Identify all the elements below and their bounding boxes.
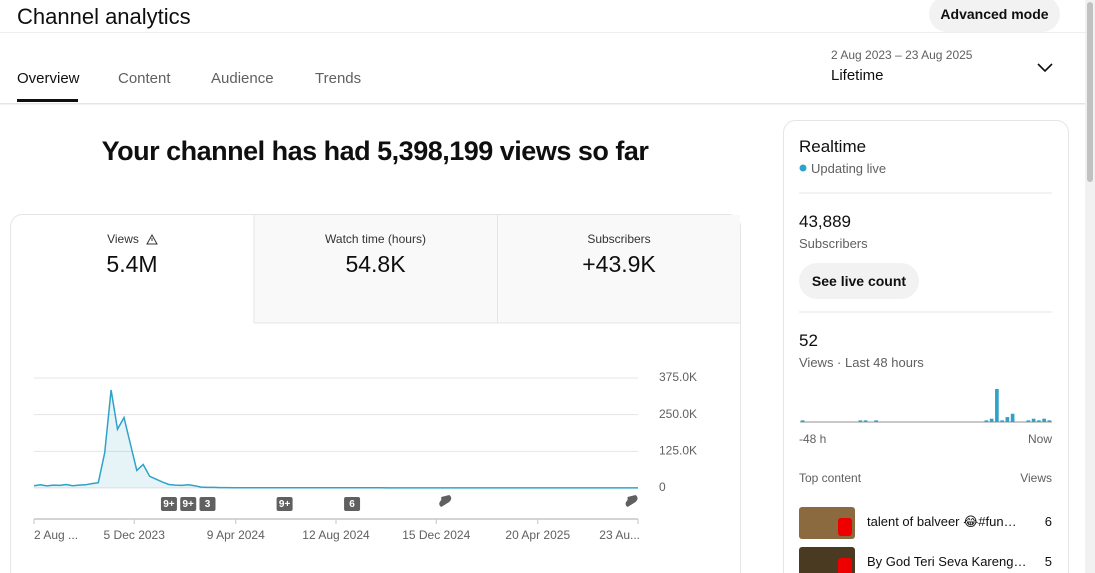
scrollbar [1085,0,1095,573]
annotation-marker [276,497,293,511]
shorts-badge [838,518,852,536]
realtime-card [783,120,1069,573]
annotation-marker [344,497,361,511]
divider [0,103,1085,105]
tab[interactable]: Content [118,70,171,87]
annotation-label: 9+ [183,499,195,510]
annotation-label: 3 [205,499,211,510]
y-tick-label: 375.0K [659,370,697,384]
bar [858,420,863,422]
annotation-label: 9+ [279,499,291,510]
warning-icon [146,233,158,245]
divider [0,32,1085,33]
tab[interactable]: Audience [211,70,274,87]
x-tick-label: 23 Au... [599,528,640,542]
bar [1010,413,1015,422]
bar [1042,418,1046,422]
x-start-label: -48 h [799,432,826,446]
content-title[interactable]: talent of balveer 😂#fun… [867,514,1017,529]
date-range: 2 Aug 2023 – 23 Aug 2025 [831,48,973,62]
shorts-marker [439,495,452,507]
views-count: 52 [799,331,818,350]
headline: Your channel has had 5,398,199 views so … [101,136,649,166]
shorts-badge [838,558,852,573]
bar [984,420,989,422]
bar [1037,420,1041,422]
subscriber-count: 43,889 [799,212,851,231]
bar [1031,418,1036,422]
bar [863,420,868,422]
bar [1005,417,1010,422]
live-count-button[interactable]: See live count [799,263,919,299]
date-period[interactable]: Lifetime [831,67,884,84]
annotation-label: 6 [349,499,355,510]
y-tick-label: 250.0K [659,407,697,421]
annotation-marker [160,497,177,511]
tab[interactable]: Overview [17,70,80,87]
metric[interactable]: Watch time (hours) 54.8K [254,232,497,278]
bar [1026,420,1031,422]
bar [1000,420,1004,422]
views-header: Views [1020,471,1052,485]
advanced-mode-button[interactable]: Advanced mode [929,0,1060,32]
views-label: Views · Last 48 hours [799,355,924,370]
metric[interactable]: Views 5.4M [10,232,254,278]
metric-value: +43.9K [582,251,656,277]
scrollbar-thumb[interactable] [1087,2,1093,182]
dropdown-arrow[interactable] [1037,63,1053,73]
metric[interactable]: Subscribers +43.9K [497,232,741,278]
bar [989,418,994,422]
metric-value: 5.4M [106,251,158,277]
bar [1047,420,1052,422]
top-content-header: Top content [799,471,862,485]
realtime-status: Updating live [811,161,887,176]
annotation-marker [180,497,197,511]
realtime-title: Realtime [799,137,867,156]
x-tick-label: 2 Aug ... [34,528,78,542]
bar [874,420,878,422]
tab-indicator [17,99,78,102]
annotation-marker [199,497,216,511]
bar [995,389,999,422]
x-tick-label: 12 Aug 2024 [302,528,370,542]
live-dot [799,164,807,172]
x-tick-label: 15 Dec 2024 [402,528,470,542]
metric-label: Views [107,232,139,246]
x-tick-label: 5 Dec 2023 [104,528,166,542]
content-views: 5 [1044,554,1052,569]
x-tick-label: 9 Apr 2024 [207,528,265,542]
shorts-marker [625,495,638,507]
tab[interactable]: Trends [315,70,362,87]
metric-value: 54.8K [345,251,406,277]
y-tick-label: 0 [659,480,666,494]
x-end-label: Now [1028,432,1052,446]
content-title[interactable]: By God Teri Seva Kareng… [867,554,1027,569]
page-title: Channel analytics [17,4,191,29]
metric-label: Subscribers [587,232,651,246]
x-tick-label: 20 Apr 2025 [505,528,570,542]
metric-label: Watch time (hours) [325,232,426,246]
subscriber-label: Subscribers [799,236,868,251]
annotation-label: 9+ [163,499,175,510]
bar [800,420,805,422]
content-views: 6 [1044,514,1052,529]
y-tick-label: 125.0K [659,444,697,458]
line [33,389,638,489]
